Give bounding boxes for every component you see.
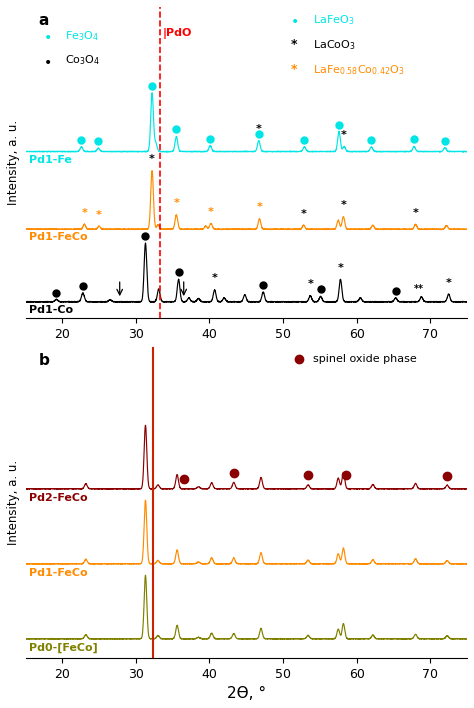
Y-axis label: Intensity, a. u.: Intensity, a. u.	[7, 459, 20, 544]
Text: $•$: $•$	[43, 54, 51, 68]
Text: spinel oxide phase: spinel oxide phase	[312, 354, 416, 364]
Text: *: *	[149, 154, 155, 164]
Text: *: *	[256, 125, 262, 135]
Text: LaFe$_{0.58}$Co$_{0.42}$O$_3$: LaFe$_{0.58}$Co$_{0.42}$O$_3$	[312, 63, 404, 76]
Text: Pd0-[FeCo]: Pd0-[FeCo]	[29, 643, 98, 653]
Text: Pd1-FeCo: Pd1-FeCo	[29, 568, 88, 578]
Text: *: *	[256, 202, 263, 212]
Text: a: a	[39, 13, 49, 28]
Text: *: *	[307, 279, 313, 290]
Text: *: *	[291, 38, 297, 51]
Text: *: *	[173, 198, 179, 208]
Text: **: **	[414, 284, 424, 294]
Text: b: b	[39, 353, 50, 367]
Text: LaCoO$_3$: LaCoO$_3$	[312, 38, 355, 52]
Text: *: *	[301, 209, 307, 219]
Text: Pd2-FeCo: Pd2-FeCo	[29, 493, 88, 503]
Text: Pd1-Co: Pd1-Co	[29, 305, 73, 315]
Text: *: *	[340, 200, 346, 210]
Text: LaFeO$_3$: LaFeO$_3$	[312, 13, 354, 27]
Text: |PdO: |PdO	[163, 28, 192, 40]
Text: Fe$_3$O$_4$: Fe$_3$O$_4$	[65, 29, 99, 42]
Text: *: *	[291, 63, 297, 76]
Text: Pd1-FeCo: Pd1-FeCo	[29, 232, 88, 242]
Text: $•$: $•$	[43, 29, 51, 42]
Text: *: *	[341, 130, 347, 140]
Text: *: *	[82, 208, 87, 218]
Text: *: *	[337, 263, 344, 273]
Text: *: *	[212, 273, 218, 283]
Text: Co$_3$O$_4$: Co$_3$O$_4$	[65, 54, 100, 67]
Text: $•$: $•$	[291, 13, 299, 27]
Text: *: *	[446, 278, 452, 288]
Text: *: *	[208, 207, 214, 217]
Text: *: *	[412, 207, 419, 218]
Text: *: *	[96, 210, 102, 220]
X-axis label: 2ϴ, °: 2ϴ, °	[227, 686, 266, 701]
Y-axis label: Intensity, a. u.: Intensity, a. u.	[7, 120, 20, 205]
Text: Pd1-Fe: Pd1-Fe	[29, 154, 72, 164]
